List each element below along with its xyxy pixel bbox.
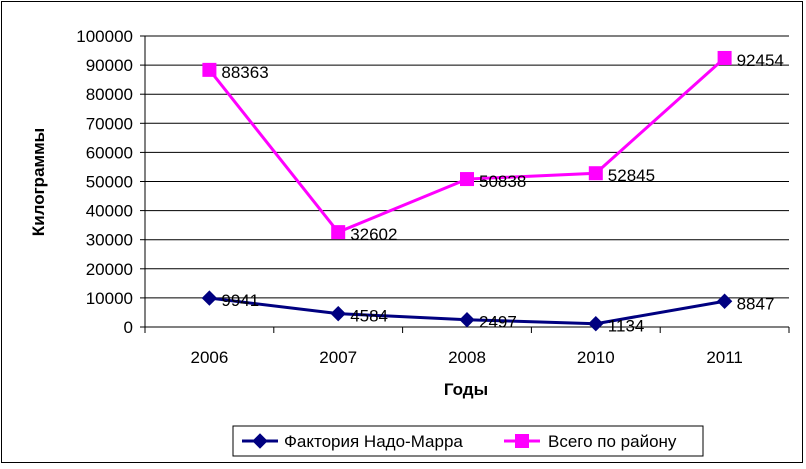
data-point xyxy=(588,315,604,332)
data-point xyxy=(716,293,733,309)
data-point xyxy=(459,312,475,328)
x-tick-label: 2008 xyxy=(448,348,486,367)
y-tick-label: 30000 xyxy=(86,231,133,250)
data-label: 4584 xyxy=(350,307,388,326)
data-label: 52845 xyxy=(608,166,655,185)
data-point xyxy=(201,290,218,306)
legend-box xyxy=(232,425,704,457)
y-tick-label: 20000 xyxy=(86,260,133,279)
x-axis-title: Годы xyxy=(444,380,488,399)
y-axis-ticks: 0 10000 20000 30000 40000 50000 60000 70000 8000… xyxy=(76,27,133,337)
x-tick-label: 2011 xyxy=(706,348,743,367)
y-tick-label: 90000 xyxy=(86,56,133,75)
x-axis-ticks: 2006 2007 2008 2010 2011 xyxy=(190,348,742,367)
legend: Фактория Надо-Марра Всего по району xyxy=(232,425,704,457)
data-point xyxy=(588,166,603,181)
series-layer xyxy=(201,50,733,332)
series-line-1 xyxy=(208,56,726,234)
data-point xyxy=(331,225,346,240)
y-axis-title: Килограммы xyxy=(29,128,48,236)
y-tick-label: 70000 xyxy=(86,114,133,133)
y-tick-label: 40000 xyxy=(86,202,133,221)
legend-label: Фактория Надо-Марра xyxy=(284,432,463,451)
y-tick-label: 100000 xyxy=(76,27,133,46)
legend-diamond-icon xyxy=(252,433,268,449)
y-tick-label: 50000 xyxy=(86,173,133,192)
y-tick-label: 80000 xyxy=(86,85,133,104)
x-tick-label: 2007 xyxy=(319,348,357,367)
y-tick-label: 60000 xyxy=(86,143,133,162)
data-label: 92454 xyxy=(737,51,784,70)
data-label: 2497 xyxy=(479,313,517,332)
data-point xyxy=(717,50,732,65)
data-label: 88363 xyxy=(221,63,268,82)
legend-label: Всего по району xyxy=(548,432,677,451)
legend-items: Фактория Надо-Марра Всего по району xyxy=(242,432,677,451)
data-label: 32602 xyxy=(350,225,397,244)
data-label: 8847 xyxy=(737,294,775,313)
data-label: 9941 xyxy=(221,291,259,310)
y-tick-label: 0 xyxy=(124,318,133,337)
data-point xyxy=(202,62,217,77)
data-point xyxy=(330,305,346,322)
y-tick-label: 10000 xyxy=(86,289,133,308)
x-tick-label: 2006 xyxy=(190,348,228,367)
data-labels: 9941 4584 2497 1134 8847 88363 32602 50838 52845… xyxy=(221,51,783,336)
data-label: 50838 xyxy=(479,172,526,191)
x-tick-label: 2010 xyxy=(577,348,615,367)
data-label: 1134 xyxy=(608,317,645,336)
legend-square-icon xyxy=(515,434,529,448)
data-point xyxy=(460,172,474,187)
